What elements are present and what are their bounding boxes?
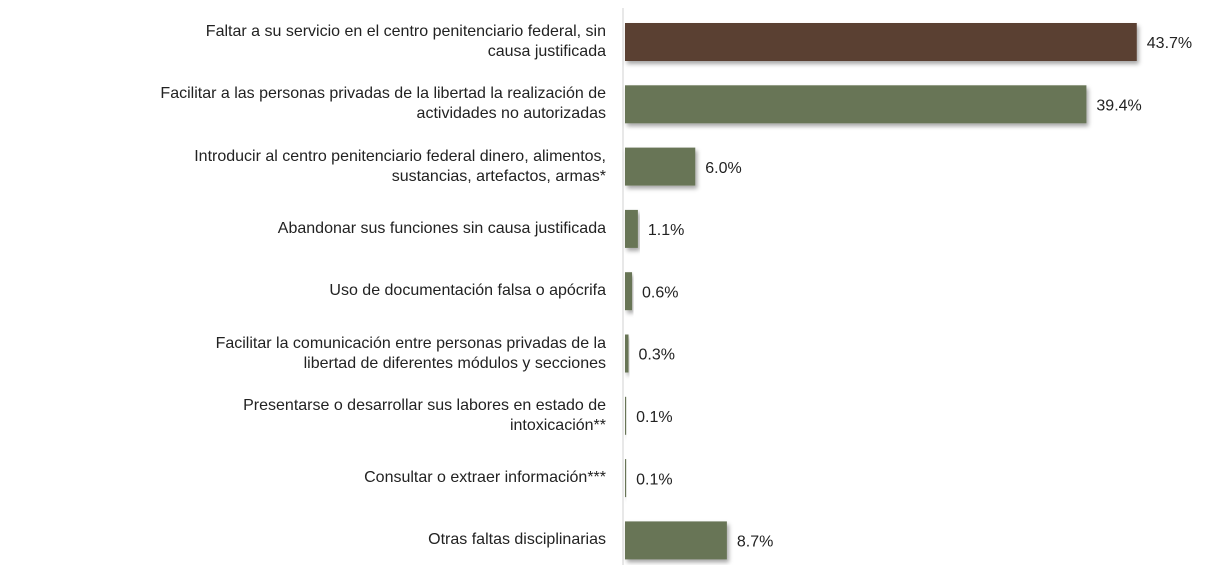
category-label: Facilitar a las personas privadas de la … [160, 85, 606, 123]
value-label: 43.7% [1147, 35, 1192, 52]
value-label: 0.1% [636, 471, 672, 488]
value-label: 39.4% [1096, 98, 1141, 115]
category-label: Facilitar la comunicación entre personas… [215, 334, 606, 372]
category-label: Uso de documentación falsa o apócrifa [329, 282, 606, 300]
category-label: Faltar a su servicio en el centro penite… [205, 23, 606, 60]
value-label: 0.6% [642, 284, 678, 301]
bar [625, 147, 696, 186]
bar [625, 23, 1137, 61]
bar [625, 396, 627, 435]
category-label: Otras faltas disciplinarias [428, 531, 606, 549]
bar [625, 209, 638, 248]
category-label: Presentarse o desarrollar sus labores en… [243, 396, 606, 434]
bar [625, 521, 727, 560]
value-label: 6.0% [705, 160, 741, 177]
bar [625, 272, 633, 311]
value-label: 8.7% [737, 534, 773, 551]
value-label: 0.3% [639, 347, 675, 364]
value-label: 0.1% [636, 409, 672, 426]
category-label: Introducir al centro penitenciario feder… [194, 147, 606, 185]
category-label: Consultar o extraer información*** [364, 469, 606, 487]
category-label: Abandonar sus funciones sin causa justif… [277, 219, 606, 237]
value-label: 1.1% [648, 222, 684, 239]
bar [625, 85, 1087, 124]
bar [625, 334, 629, 373]
bar [625, 459, 627, 498]
